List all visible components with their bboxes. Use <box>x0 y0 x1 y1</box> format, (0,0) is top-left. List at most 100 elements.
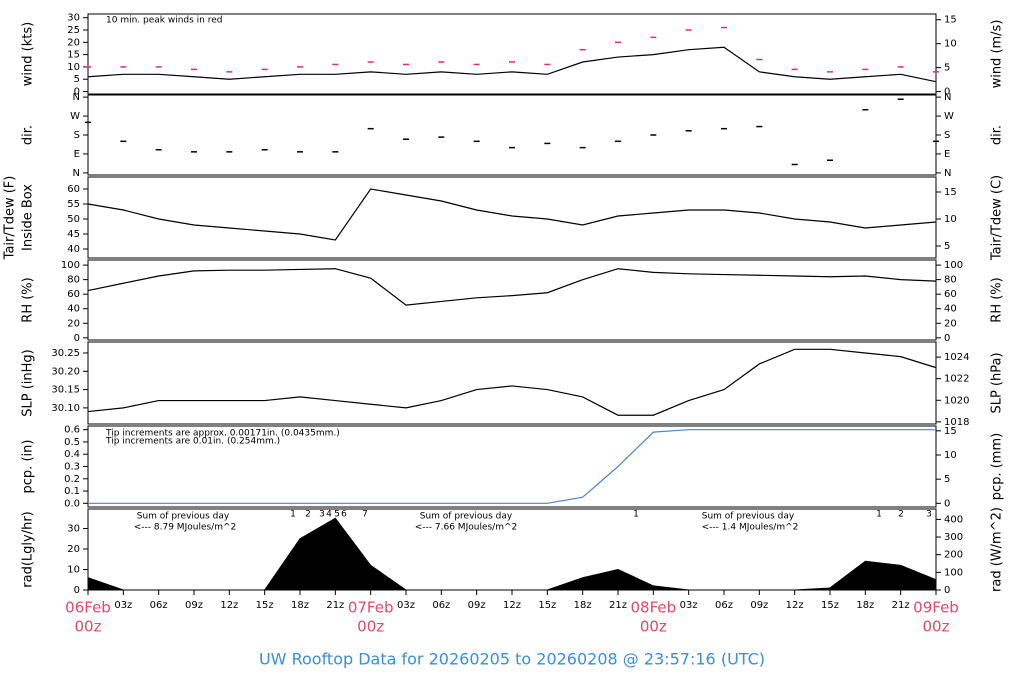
annotation: Tip increments are 0.01in. (0.254mm.) <box>105 437 280 447</box>
y-axis-label: Tair/Tdew (F) <box>3 176 18 261</box>
count-label: 1 <box>633 510 639 520</box>
y-tick-label: 45 <box>67 229 80 240</box>
y-tick-label: 0.5 <box>64 437 80 448</box>
y-tick-label: 60 <box>67 184 80 195</box>
y-tick-label: 10 <box>67 564 80 575</box>
y2-tick-label: 15 <box>944 15 957 26</box>
page-title: UW Rooftop Data for 20260205 to 20260208… <box>259 650 765 669</box>
x-tick-label: 03z <box>114 600 132 611</box>
x-tick-label: 12z <box>786 600 804 611</box>
y-tick-label: 20 <box>67 37 80 48</box>
y-axis-label: RH (%) <box>21 277 36 322</box>
count-label: 6 <box>341 510 347 520</box>
y2-tick-label: 1024 <box>944 352 969 363</box>
y-tick-label: 50 <box>67 214 80 225</box>
y2-tick-label: 5 <box>944 63 950 74</box>
y2-axis-label: Tair/Tdew (C) <box>990 175 1005 261</box>
panel-frame <box>87 176 937 259</box>
x-tick-label: 21z <box>609 600 627 611</box>
count-label: 7 <box>362 510 368 520</box>
annotation: <--- 8.79 MJoules/m^2 <box>134 523 236 533</box>
y-tick-label: 40 <box>67 304 80 315</box>
y-axis-label: dir. <box>21 125 36 145</box>
x-day-label: 06Feb <box>65 599 111 617</box>
y-tick-label: E <box>74 149 80 160</box>
y2-tick-label: 200 <box>944 550 963 561</box>
y2-tick-label: 20 <box>944 318 957 329</box>
y2-tick-label: 400 <box>944 514 963 525</box>
y-tick-label: 0.2 <box>64 474 80 485</box>
count-label: 3 <box>926 510 932 520</box>
panel-frame <box>87 259 937 341</box>
count-label: 2 <box>898 510 904 520</box>
y2-tick-label: 0 <box>944 87 950 98</box>
count-label: 3 <box>319 510 325 520</box>
x-tick-label: 21z <box>326 600 344 611</box>
y2-tick-label: W <box>944 111 954 122</box>
y2-tick-label: 5 <box>944 474 950 485</box>
y-tick-label: S <box>74 130 80 141</box>
y2-axis-label: dir. <box>990 125 1005 145</box>
count-label: 2 <box>305 510 311 520</box>
y2-tick-label: S <box>944 130 950 141</box>
y2-tick-label: E <box>944 149 950 160</box>
annotation: Sum of previous day <box>420 512 513 522</box>
y-axis-label: SLP (inHg) <box>21 349 36 417</box>
y2-tick-label: N <box>944 168 951 179</box>
y-tick-label: 0 <box>74 87 80 98</box>
x-tick-label: 18z <box>574 600 592 611</box>
x-tick-label: 12z <box>503 600 521 611</box>
y-axis-label: Inside Box <box>21 184 36 251</box>
count-label: 4 <box>326 510 332 520</box>
annotation: 10 min. peak winds in red <box>106 16 223 26</box>
y-tick-label: 5 <box>74 74 80 85</box>
data-line <box>87 188 937 241</box>
y-tick-label: 100 <box>61 260 80 271</box>
y-tick-label: N <box>73 168 80 179</box>
y-tick-label: 30 <box>67 13 80 24</box>
y2-tick-label: 10 <box>944 214 957 225</box>
panel-frame <box>87 13 937 95</box>
y-tick-label: 20 <box>67 544 80 555</box>
x-tick-label: 06z <box>715 600 733 611</box>
x-day-label: 09Feb <box>913 599 959 617</box>
y-tick-label: 25 <box>67 25 80 36</box>
y2-axis-label: SLP (hPa) <box>990 352 1005 413</box>
x-tick-label: 03z <box>397 600 415 611</box>
y2-tick-label: 60 <box>944 289 957 300</box>
annotation: Tip increments are approx. 0.00171in. (0… <box>105 429 340 439</box>
x-day-label: 07Feb <box>348 599 394 617</box>
y-tick-label: N <box>73 92 80 103</box>
x-tick-label: 06z <box>150 600 168 611</box>
y2-tick-label: 1022 <box>944 374 969 385</box>
x-hour-label: 00z <box>75 618 102 636</box>
data-line <box>87 348 937 416</box>
y-axis-label: wind (kts) <box>21 22 36 86</box>
y-tick-label: 15 <box>67 50 80 61</box>
y2-tick-label: 0 <box>944 585 950 596</box>
x-tick-label: 18z <box>856 600 874 611</box>
x-hour-label: 00z <box>923 618 950 636</box>
y2-tick-label: 100 <box>944 567 963 578</box>
panel-frame <box>87 94 937 176</box>
x-tick-label: 09z <box>468 600 486 611</box>
y2-tick-label: 80 <box>944 275 957 286</box>
y-tick-label: 55 <box>67 199 80 210</box>
y2-tick-label: 15 <box>944 187 957 198</box>
y2-tick-label: 10 <box>944 39 957 50</box>
y2-tick-label: 100 <box>944 260 963 271</box>
x-tick-label: 15z <box>538 600 556 611</box>
x-tick-label: 12z <box>220 600 238 611</box>
y-tick-label: 0.0 <box>64 498 80 509</box>
y2-tick-label: 300 <box>944 532 963 543</box>
y-tick-label: 0 <box>74 585 80 596</box>
x-tick-label: 15z <box>256 600 274 611</box>
y-tick-label: 30.20 <box>51 366 80 377</box>
x-hour-label: 00z <box>357 618 384 636</box>
y2-tick-label: 1020 <box>944 395 969 406</box>
y-tick-label: 30.15 <box>51 385 80 396</box>
annotation: <--- 1.4 MJoules/m^2 <box>702 523 799 533</box>
annotation: <--- 7.66 MJoules/m^2 <box>415 523 517 533</box>
data-line <box>88 429 936 504</box>
